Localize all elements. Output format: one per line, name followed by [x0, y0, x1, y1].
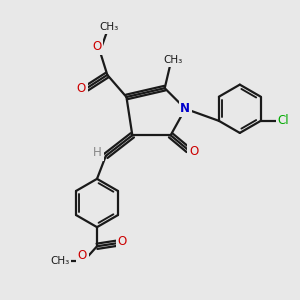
- Text: CH₃: CH₃: [50, 256, 69, 266]
- Text: Cl: Cl: [278, 114, 289, 127]
- Text: CH₃: CH₃: [163, 55, 183, 65]
- Text: H: H: [93, 146, 102, 159]
- Text: O: O: [78, 249, 87, 262]
- Text: O: O: [117, 236, 127, 248]
- Text: O: O: [92, 40, 102, 53]
- Text: O: O: [77, 82, 86, 95]
- Text: CH₃: CH₃: [99, 22, 119, 32]
- Text: O: O: [189, 145, 198, 158]
- Text: N: N: [180, 102, 190, 115]
